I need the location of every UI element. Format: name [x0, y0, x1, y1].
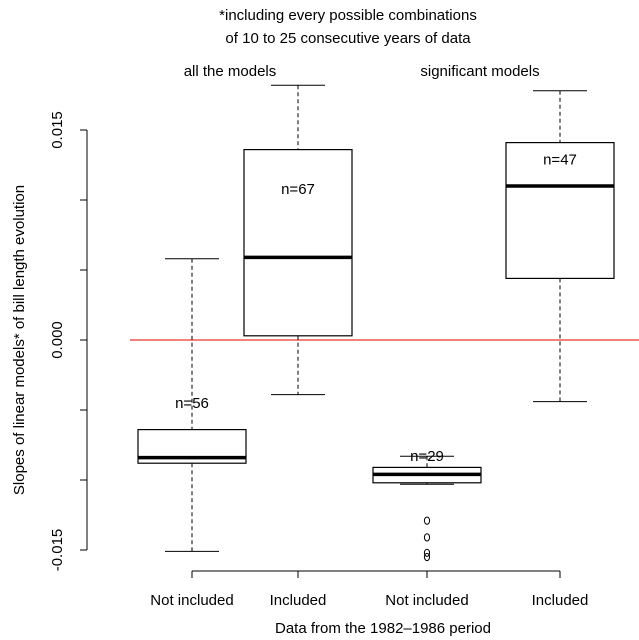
- box-rect: [505, 142, 615, 280]
- y-axis: -0.015 0.000 0.015: [49, 111, 88, 572]
- outlier-point-1: [423, 516, 431, 525]
- box-3: n=29: [372, 448, 482, 562]
- box-1: n=56: [137, 258, 247, 552]
- outlier-point-3: [423, 548, 431, 557]
- x-axis-title: Data from the 1982–1986 period: [275, 620, 491, 637]
- n-label: n=29: [410, 448, 444, 465]
- boxplot-series: n=56 n=67 n=29 n=47: [137, 84, 615, 562]
- n-label: n=47: [543, 151, 577, 168]
- group-label-significant-models: significant models: [420, 63, 539, 80]
- y-tick-label-2: 0.015: [49, 111, 66, 149]
- x-axis: Not included Included Not included Included: [150, 570, 589, 609]
- group-label-all-models: all the models: [184, 63, 277, 80]
- n-label: n=67: [281, 181, 315, 198]
- chart-title-line-1: *including every possible combinations: [219, 7, 477, 24]
- x-tick-label-1: Included: [270, 592, 327, 609]
- x-tick-label-2: Not included: [385, 592, 468, 609]
- outlier-point-2: [423, 533, 431, 542]
- y-tick-label-1: 0.000: [49, 321, 66, 359]
- box-2: n=67: [243, 84, 353, 396]
- x-tick-label-3: Included: [532, 592, 589, 609]
- outlier-point-4: [423, 552, 431, 562]
- chart-title-line-2: of 10 to 25 consecutive years of data: [225, 30, 471, 47]
- y-tick-label-0: -0.015: [49, 529, 66, 572]
- y-axis-title: Slopes of linear models* of bill length …: [11, 185, 28, 495]
- box-4: n=47: [505, 90, 615, 403]
- n-label: n=56: [175, 395, 209, 412]
- x-tick-label-0: Not included: [150, 592, 233, 609]
- box-rect: [243, 149, 353, 337]
